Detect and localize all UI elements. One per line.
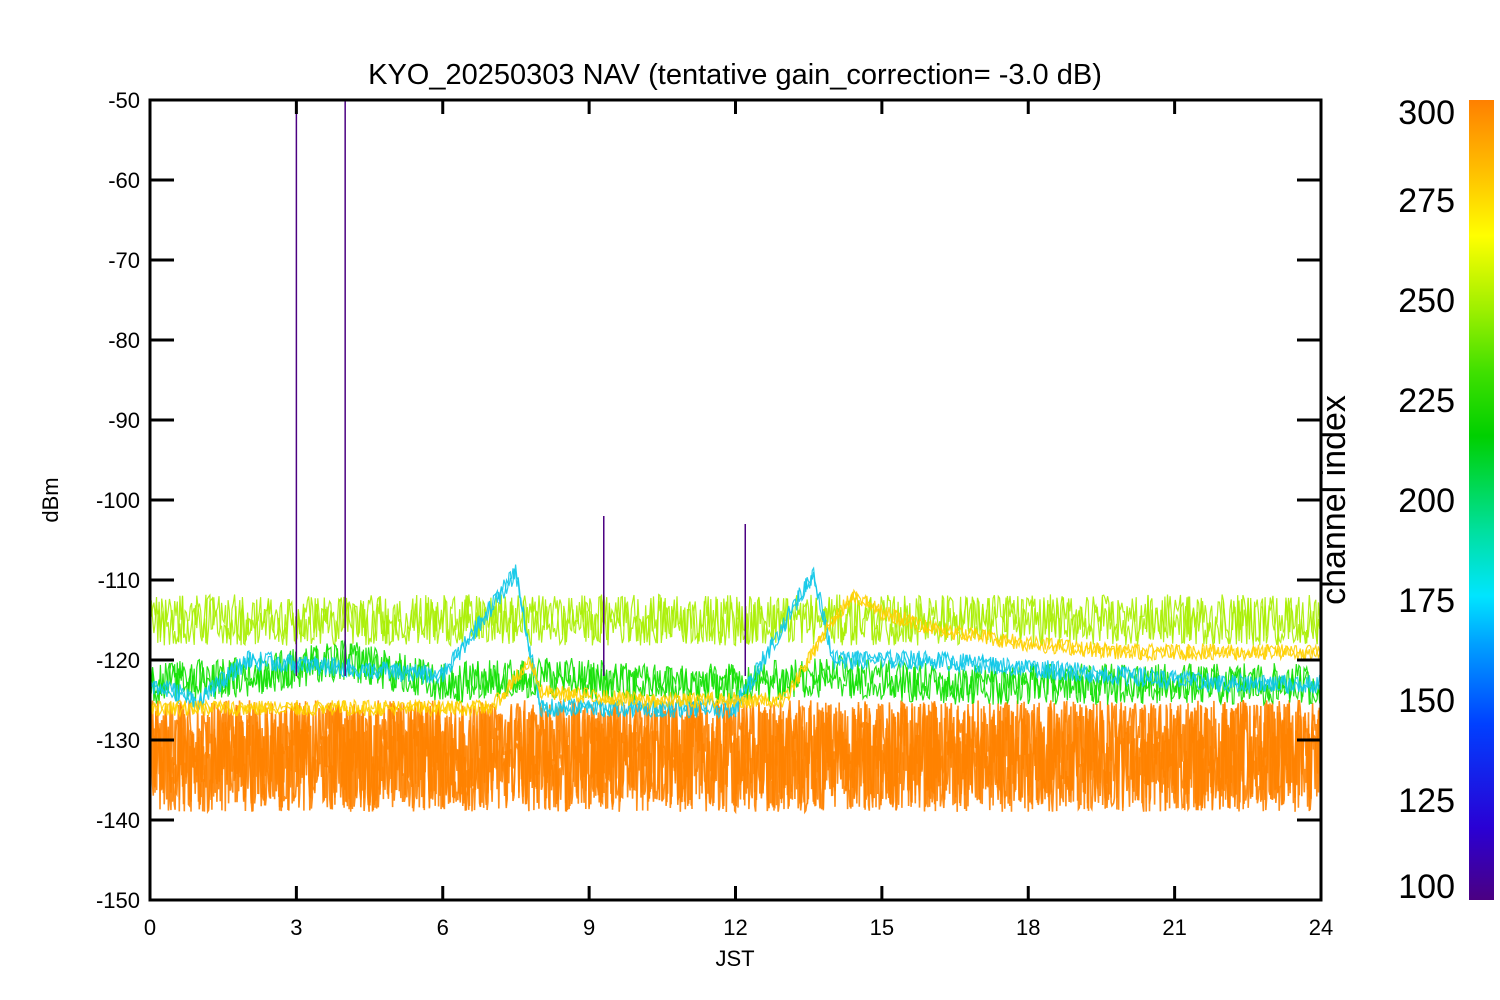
x-axis: 0 3 6 9 12 15 18 21 24 — [144, 100, 1333, 940]
plot-area — [150, 100, 1321, 815]
y-axis-label: dBm — [38, 477, 63, 522]
x-tick-label: 18 — [1016, 915, 1040, 940]
series-line — [150, 588, 1321, 718]
x-axis-label: JST — [715, 946, 754, 971]
colorbar-tick-label: 150 — [1398, 682, 1455, 720]
x-tick-label: 3 — [290, 915, 302, 940]
colorbar-tick-label: 200 — [1398, 482, 1455, 520]
colorbar-title: channel index — [1315, 395, 1353, 605]
y-tick-label: -100 — [96, 488, 140, 513]
colorbar-tick-label: 100 — [1398, 868, 1455, 906]
x-tick-label: 0 — [144, 915, 156, 940]
y-axis: -50 -60 -70 -80 -90 -100 -110 -120 -130 -140 -150 — [96, 88, 1321, 913]
colorbar-tick-label: 225 — [1398, 382, 1455, 420]
x-tick-label: 21 — [1162, 915, 1186, 940]
y-tick-label: -70 — [108, 248, 140, 273]
y-tick-label: -80 — [108, 328, 140, 353]
colorbar — [1469, 100, 1494, 900]
y-tick-label: -140 — [96, 808, 140, 833]
colorbar-tick-label: 250 — [1398, 282, 1455, 320]
x-tick-label: 9 — [583, 915, 595, 940]
series-line — [150, 591, 1321, 718]
y-tick-label: -120 — [96, 648, 140, 673]
colorbar-ticks: 300 275 250 225 200 175 150 125 100 — [1398, 94, 1455, 906]
x-tick-label: 15 — [870, 915, 894, 940]
colorbar-tick-label: 125 — [1398, 782, 1455, 820]
x-tick-label: 24 — [1309, 915, 1333, 940]
y-tick-label: -60 — [108, 168, 140, 193]
colorbar-tick-label: 300 — [1398, 94, 1455, 132]
y-tick-label: -50 — [108, 88, 140, 113]
series-line — [150, 593, 1321, 648]
y-tick-label: -90 — [108, 408, 140, 433]
series-line — [150, 699, 1321, 812]
colorbar-tick-label: 275 — [1398, 182, 1455, 220]
chart-title: KYO_20250303 NAV (tentative gain_correct… — [368, 59, 1102, 91]
x-tick-label: 6 — [437, 915, 449, 940]
x-tick-label: 12 — [723, 915, 747, 940]
y-tick-label: -150 — [96, 888, 140, 913]
colorbar-tick-label: 175 — [1398, 582, 1455, 620]
y-tick-label: -130 — [96, 728, 140, 753]
y-tick-label: -110 — [98, 568, 140, 593]
